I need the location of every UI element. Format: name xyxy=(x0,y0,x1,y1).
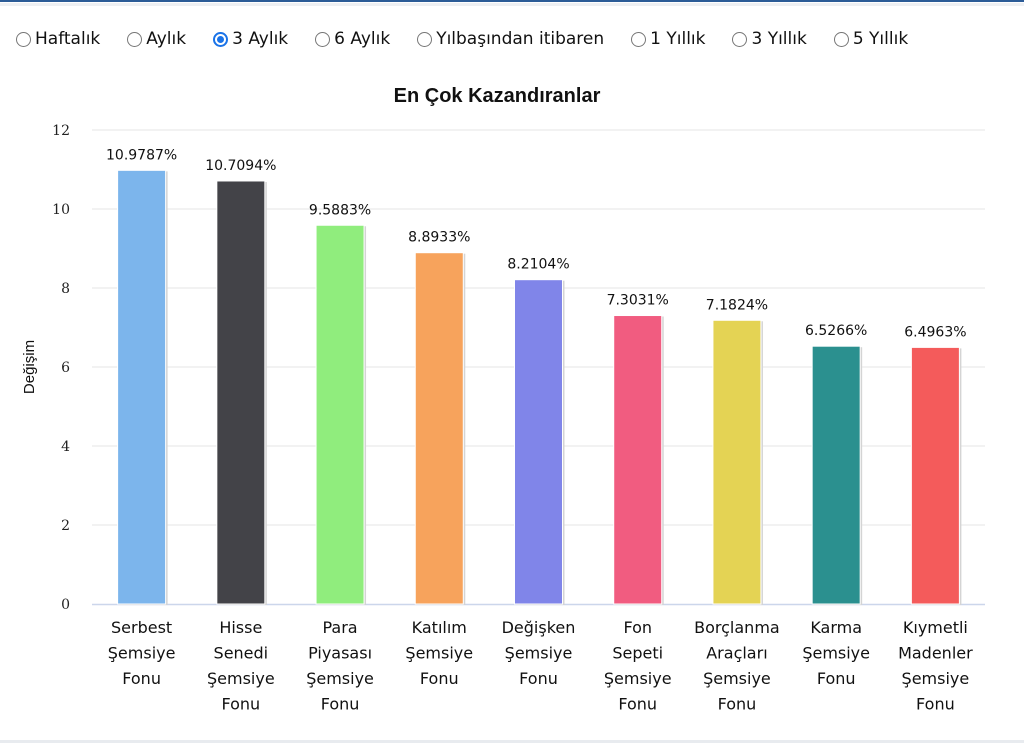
x-tick-label: Fonu xyxy=(221,695,260,714)
x-tick-label: Fonu xyxy=(916,695,955,714)
x-tick-label: Senedi xyxy=(214,644,269,663)
data-label: 6.5266% xyxy=(805,323,867,339)
x-tick-label: Şemsiye xyxy=(108,644,176,663)
radio-period-0[interactable]: Haftalık xyxy=(16,29,100,49)
data-label: 9.5883% xyxy=(309,202,371,218)
radio-button-icon[interactable] xyxy=(732,31,748,47)
data-label: 7.3031% xyxy=(607,293,669,309)
x-tick-label: Para xyxy=(322,618,357,637)
x-tick-label: Madenler xyxy=(898,644,973,663)
bar-1 xyxy=(216,180,266,605)
x-tick-label: Fon xyxy=(623,618,652,637)
radio-button-icon[interactable] xyxy=(213,31,229,47)
x-tick-label: Şemsiye xyxy=(505,644,573,663)
y-tick-label: 6 xyxy=(61,360,70,376)
data-label: 10.9787% xyxy=(106,147,177,163)
x-tick-label: Hisse xyxy=(219,618,262,637)
radio-button-icon[interactable] xyxy=(127,31,143,47)
radio-button-icon[interactable] xyxy=(417,31,433,47)
x-tick-label: Fonu xyxy=(321,695,360,714)
y-tick-label: 8 xyxy=(61,281,70,297)
y-tick-label: 0 xyxy=(61,597,70,613)
x-tick-label: Fonu xyxy=(122,669,161,688)
bar-4 xyxy=(514,279,563,605)
x-tick-label: Fonu xyxy=(618,695,657,714)
radio-label: 3 Yıllık xyxy=(751,29,807,49)
radio-button-icon[interactable] xyxy=(315,31,331,47)
radio-label: 1 Yıllık xyxy=(650,29,706,49)
x-tick-label: Fonu xyxy=(420,669,459,688)
x-tick-label: Karma xyxy=(810,618,862,637)
x-tick-label: Şemsiye xyxy=(902,669,970,688)
x-tick-label: Değişken xyxy=(502,618,576,637)
x-tick-label: Fonu xyxy=(519,669,558,688)
x-tick-label: Sepeti xyxy=(612,644,663,663)
x-tick-label: Serbest xyxy=(111,618,172,637)
y-tick-label: 4 xyxy=(61,439,70,455)
x-tick-label: Şemsiye xyxy=(207,669,275,688)
y-tick-label: 10 xyxy=(52,202,70,218)
radio-label: 5 Yıllık xyxy=(852,29,909,49)
bar-0 xyxy=(117,169,167,605)
bar-7 xyxy=(811,345,861,605)
y-axis-label: Değişim xyxy=(21,340,38,394)
x-tick-label: Borçlanma xyxy=(694,618,780,637)
radio-button-icon[interactable] xyxy=(833,31,849,47)
bar-6 xyxy=(712,319,762,605)
chart-title: En Çok Kazandıranlar xyxy=(394,85,601,107)
x-tick-label: Şemsiye xyxy=(405,644,473,663)
radio-period-5[interactable]: 1 Yıllık xyxy=(631,29,705,49)
x-tick-label: Fonu xyxy=(718,695,757,714)
bar-3 xyxy=(414,252,464,605)
x-tick-label: Şemsiye xyxy=(703,669,771,688)
radio-label: Aylık xyxy=(146,29,187,49)
x-tick-label: Şemsiye xyxy=(306,669,374,688)
top-border-shadow xyxy=(0,3,1024,6)
x-tick-label: Piyasası xyxy=(308,644,372,663)
x-tick-label: Katılım xyxy=(412,618,467,637)
data-label: 7.1824% xyxy=(706,297,768,313)
x-tick-label: Şemsiye xyxy=(604,669,672,688)
radio-label: 6 Aylık xyxy=(334,29,391,49)
x-tick-label: Şemsiye xyxy=(802,644,870,663)
radio-period-3[interactable]: 6 Aylık xyxy=(315,29,390,49)
bottom-border xyxy=(0,740,1024,743)
radio-label: Haftalık xyxy=(35,29,101,49)
data-label: 8.8933% xyxy=(408,230,470,246)
bar-2 xyxy=(315,224,365,605)
radio-period-6[interactable]: 3 Yıllık xyxy=(732,29,807,49)
x-tick-label: Kıymetli xyxy=(903,618,968,637)
radio-period-7[interactable]: 5 Yıllık xyxy=(833,29,909,49)
data-label: 10.7094% xyxy=(205,158,276,174)
data-label: 6.4963% xyxy=(904,324,966,340)
bar-8 xyxy=(910,346,960,605)
radio-button-icon[interactable] xyxy=(631,31,647,47)
x-tick-label: Fonu xyxy=(817,669,856,688)
y-tick-label: 12 xyxy=(52,123,70,139)
y-tick-label: 2 xyxy=(61,518,70,534)
radio-period-4[interactable]: Yılbaşından itibaren xyxy=(417,29,604,49)
bar-5 xyxy=(613,315,663,605)
radio-label: 3 Aylık xyxy=(232,29,289,49)
radio-label: Yılbaşından itibaren xyxy=(436,29,605,49)
radio-button-icon[interactable] xyxy=(16,31,31,47)
radio-period-2[interactable]: 3 Aylık xyxy=(213,29,288,49)
x-tick-label: Araçları xyxy=(706,644,767,663)
radio-period-1[interactable]: Aylık xyxy=(127,29,186,49)
top-border xyxy=(0,0,1024,2)
period-radio-group: Haftalık Aylık 3 Aylık 6 Aylık Yılbaşından i… xyxy=(16,27,1024,51)
data-label: 8.2104% xyxy=(507,257,569,273)
